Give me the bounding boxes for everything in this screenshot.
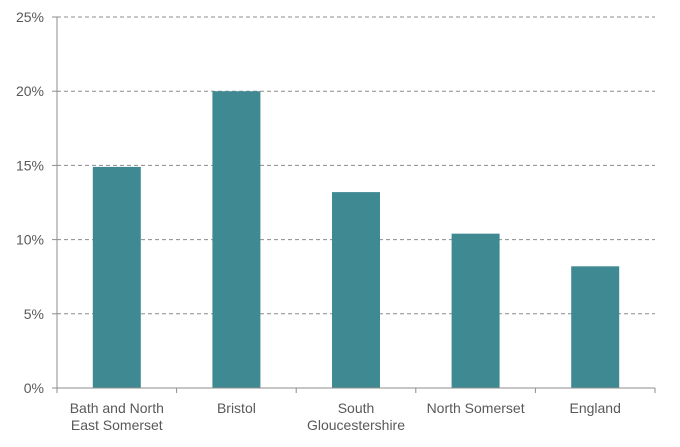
y-tick-label: 20% xyxy=(16,83,44,99)
bar xyxy=(451,233,500,388)
x-tick-label: Bristol xyxy=(217,400,256,416)
x-tick-label-line: Bristol xyxy=(217,400,256,416)
y-tick-label: 5% xyxy=(24,306,44,322)
x-tick-label-line: South xyxy=(338,400,375,416)
x-tick-labels: Bath and North East Somerset Bristol South G… xyxy=(70,400,621,433)
y-tick-label: 0% xyxy=(24,380,44,396)
x-tick-label-line: East Somerset xyxy=(71,417,163,433)
y-tick-label: 10% xyxy=(16,232,44,248)
x-tick-label: South Gloucestershire xyxy=(307,400,405,433)
y-tick-label: 15% xyxy=(16,157,44,173)
gridlines xyxy=(52,16,655,389)
x-tick-label: North Somerset xyxy=(427,400,525,416)
bar xyxy=(571,266,620,388)
axes xyxy=(56,17,656,393)
y-tick-labels: 0% 5% 10% 15% 20% 25% xyxy=(16,9,44,396)
y-tick-label: 25% xyxy=(16,9,44,25)
x-tick-label-line: Gloucestershire xyxy=(307,417,405,433)
x-tick-label: England xyxy=(570,400,621,416)
x-tick-label-line: Bath and North xyxy=(70,400,164,416)
x-tick-label-line: England xyxy=(570,400,621,416)
bars xyxy=(92,91,620,388)
bar xyxy=(332,192,380,388)
bar xyxy=(212,91,261,388)
x-tick-label-line: North Somerset xyxy=(427,400,525,416)
bar xyxy=(92,166,141,388)
x-tick-label: Bath and North East Somerset xyxy=(70,400,164,433)
